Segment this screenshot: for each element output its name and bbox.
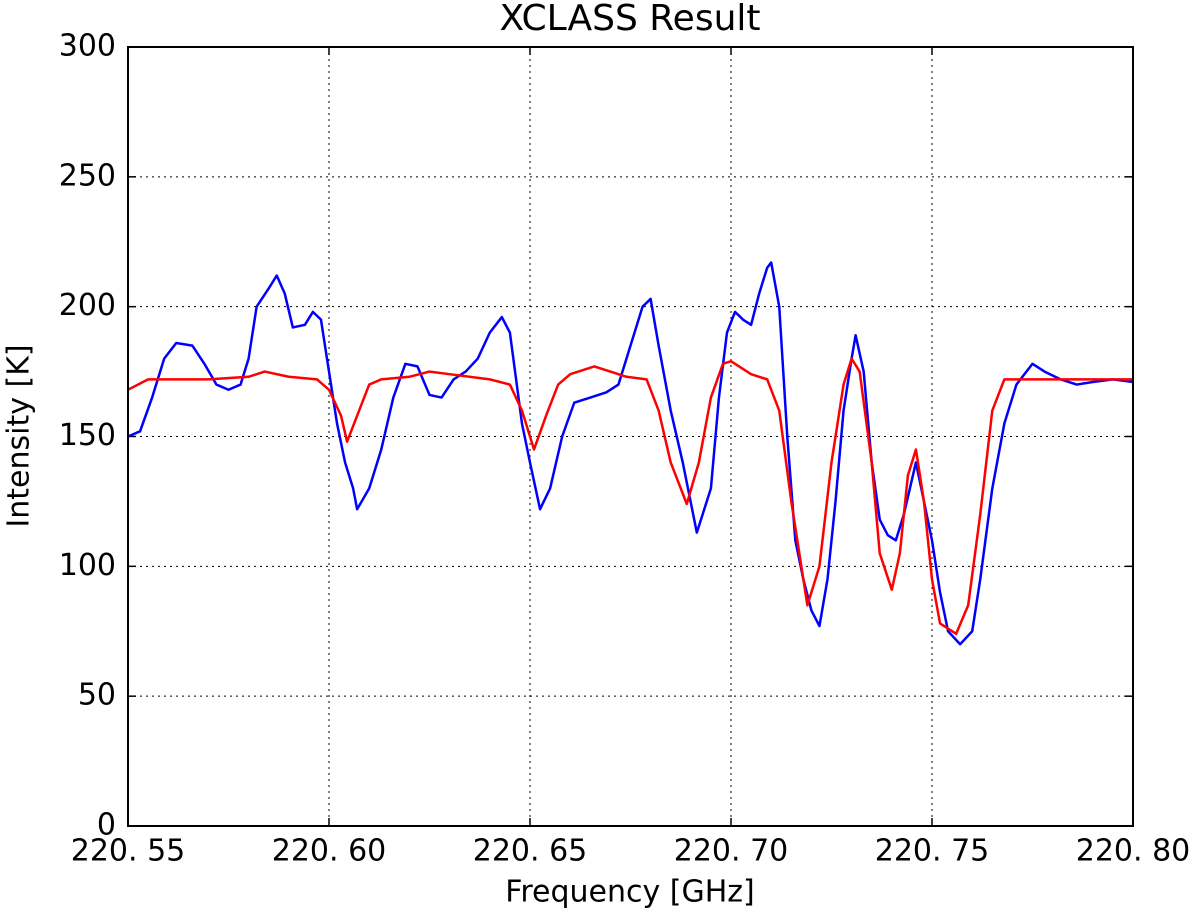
plot-frame	[127, 46, 1134, 827]
y-tick-label: 150	[59, 418, 116, 453]
x-tick-label: 220. 80	[1076, 834, 1191, 869]
y-tick-label: 300	[59, 29, 116, 64]
data-line	[127, 357, 1133, 636]
y-axis-label: Intensity [K]	[2, 344, 37, 527]
y-tick-label: 0	[97, 808, 116, 843]
y-tick-label: 50	[78, 678, 116, 713]
y-tick-label: 100	[59, 548, 116, 583]
y-tick-label: 250	[59, 158, 116, 193]
x-tick-label: 220. 55	[71, 834, 186, 869]
x-tick-label: 220. 60	[272, 834, 387, 869]
x-tick-label: 220. 75	[875, 834, 990, 869]
y-tick-label: 200	[59, 288, 116, 323]
chart-title: XCLASS Result	[499, 0, 760, 39]
data-line	[127, 261, 1134, 646]
x-tick-label: 220. 65	[473, 834, 588, 869]
x-axis-label: Frequency [GHz]	[505, 875, 754, 910]
x-tick-label: 220. 70	[674, 834, 789, 869]
